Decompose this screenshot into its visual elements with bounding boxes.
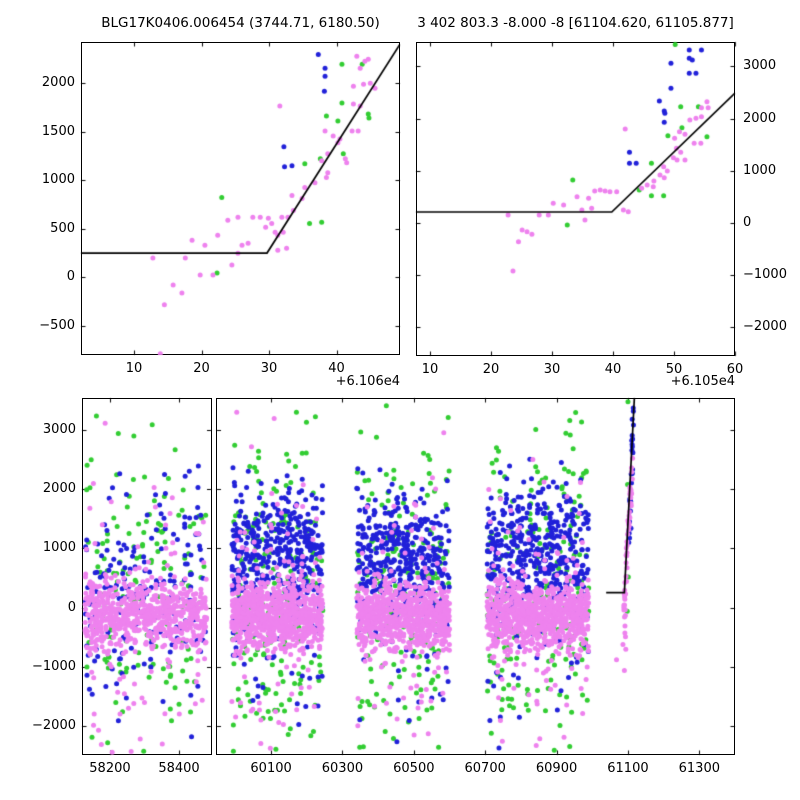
- y-tick-label: −2000: [743, 319, 787, 335]
- top-right-axes: [416, 42, 735, 356]
- x-tick-label: 40: [604, 362, 622, 377]
- y-tick-label: −2000: [32, 718, 76, 734]
- bottom-left-axes: [82, 398, 212, 755]
- y-tick-label: 500: [50, 220, 75, 236]
- y-tick-label: −1000: [743, 267, 787, 283]
- x-tick-label: 58200: [89, 761, 131, 776]
- x-tick-label: 10: [421, 362, 439, 377]
- x-tick-label: 61100: [607, 761, 649, 776]
- y-tick-label: 2000: [42, 481, 76, 497]
- x-tick-label: 20: [482, 362, 500, 377]
- x-tick-label: 30: [543, 362, 561, 377]
- y-tick-label: 3000: [42, 422, 76, 438]
- x-tick-label: 40: [328, 361, 345, 376]
- top-left-axes: [81, 42, 400, 355]
- x-tick-label: 60100: [250, 761, 292, 776]
- top-left-x-offset: +6.106e4: [335, 374, 400, 389]
- y-tick-label: 0: [66, 269, 75, 285]
- x-tick-label: 61300: [678, 761, 720, 776]
- x-tick-label: 60700: [464, 761, 506, 776]
- y-tick-label: 0: [743, 214, 752, 230]
- x-tick-label: 60900: [535, 761, 578, 776]
- y-tick-label: −500: [39, 317, 75, 333]
- y-tick-label: 0: [67, 599, 76, 615]
- y-tick-label: 2000: [743, 110, 777, 126]
- y-tick-label: 1000: [42, 540, 76, 556]
- x-tick-label: 60300: [321, 761, 364, 776]
- x-tick-label: 50: [665, 362, 683, 377]
- y-tick-label: 2000: [41, 75, 75, 91]
- x-tick-label: 10: [125, 361, 143, 376]
- x-tick-label: 60500: [393, 761, 435, 776]
- y-tick-label: 1500: [41, 123, 75, 139]
- bottom-right-axes: [216, 398, 735, 755]
- x-tick-label: 60: [726, 362, 744, 377]
- top-right-title: 3 402 803.3 -8.000 -8 [61104.620, 61105.…: [417, 15, 734, 31]
- x-tick-label: 58400: [158, 761, 200, 776]
- x-tick-label: 20: [193, 361, 210, 376]
- x-tick-label: 30: [260, 361, 278, 376]
- top-left-title: BLG17K0406.006454 (3744.71, 6180.50): [101, 15, 380, 31]
- top-right-x-offset: +6.105e4: [670, 374, 735, 389]
- y-tick-label: 1000: [41, 172, 75, 188]
- y-tick-label: 3000: [743, 58, 777, 74]
- y-tick-label: −1000: [32, 658, 76, 674]
- y-tick-label: 1000: [743, 162, 777, 178]
